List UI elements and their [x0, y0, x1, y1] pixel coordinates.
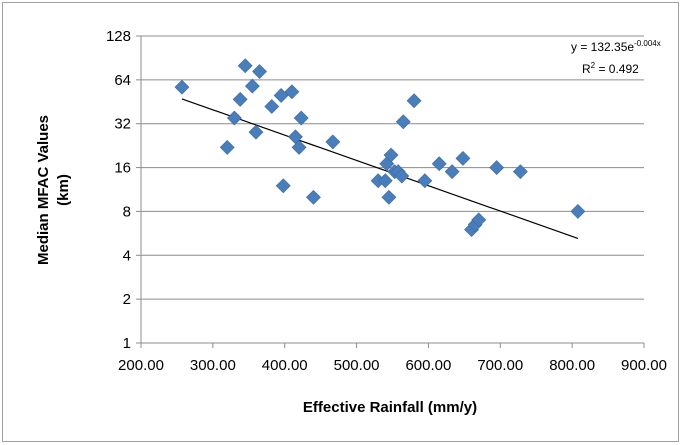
data-point: [325, 134, 341, 150]
data-point: [377, 173, 393, 189]
data-point: [471, 212, 487, 228]
data-point: [252, 64, 267, 79]
data-point: [237, 58, 253, 74]
data-point: [293, 110, 309, 126]
trendline-r2: R2 = 0.492: [582, 61, 639, 76]
x-tick-label: 600.00: [405, 357, 451, 374]
y-axis-title-line2: (km): [55, 174, 72, 206]
y-axis-title-group: Median MFAC Values (km): [35, 115, 72, 265]
data-point: [406, 93, 422, 109]
data-point: [174, 79, 190, 95]
x-tick-label: 800.00: [549, 357, 595, 374]
data-point: [219, 139, 235, 155]
axes-layer: [140, 36, 644, 344]
y-tick-label: 64: [114, 72, 131, 89]
data-point: [232, 91, 248, 107]
data-point: [383, 147, 399, 163]
data-point: [570, 204, 586, 219]
data-point: [306, 189, 321, 205]
x-tick-label: 300.00: [190, 357, 236, 374]
data-point: [512, 164, 528, 180]
points-layer: [174, 58, 586, 238]
x-tick-label: 400.00: [262, 357, 308, 374]
x-axis-title: Effective Rainfall (mm/y): [303, 399, 477, 416]
data-point: [417, 173, 433, 189]
ticks-layer: 1 2 4 8 16 32 64 128 200.00 300.00 400.00 500.00 600…: [106, 28, 667, 374]
data-point: [381, 189, 397, 205]
x-tick-label: 900.00: [621, 357, 667, 374]
trendline-r2-value: = 0.492: [595, 62, 639, 76]
data-point: [248, 124, 264, 140]
trendline: [181, 98, 579, 239]
data-point: [444, 164, 460, 180]
y-tick-label: 16: [114, 160, 131, 177]
y-tick-label: 1: [123, 335, 131, 352]
data-point: [275, 178, 291, 194]
data-point: [431, 156, 447, 172]
data-point: [226, 110, 242, 126]
data-point: [284, 84, 300, 100]
data-point: [455, 150, 471, 166]
trendline-r2-sup: 2: [591, 61, 596, 70]
trendline-equation: y = 132.35e-0.004x: [571, 39, 661, 54]
data-point: [273, 88, 289, 103]
y-tick-label: 32: [114, 116, 131, 133]
trendline-r2-prefix: R: [582, 62, 591, 76]
y-axis-title-line1: Median MFAC Values: [35, 115, 52, 265]
data-point: [244, 78, 260, 94]
data-point: [394, 168, 410, 184]
y-tick-label: 4: [123, 247, 131, 264]
data-point: [489, 160, 505, 175]
x-tick-label: 700.00: [477, 357, 523, 374]
trendline-layer: [181, 98, 579, 239]
y-tick-label: 128: [106, 28, 131, 45]
data-point: [395, 114, 411, 130]
x-tick-label: 500.00: [334, 357, 380, 374]
trendline-equation-exponent: -0.004x: [634, 39, 661, 48]
x-tick-label: 200.00: [118, 357, 164, 374]
y-tick-label: 2: [123, 291, 131, 308]
y-tick-label: 8: [123, 203, 131, 220]
trendline-equation-base: y = 132.35e: [571, 40, 634, 54]
data-point: [291, 139, 307, 155]
data-point: [264, 99, 280, 114]
grid-layer: [141, 35, 644, 300]
